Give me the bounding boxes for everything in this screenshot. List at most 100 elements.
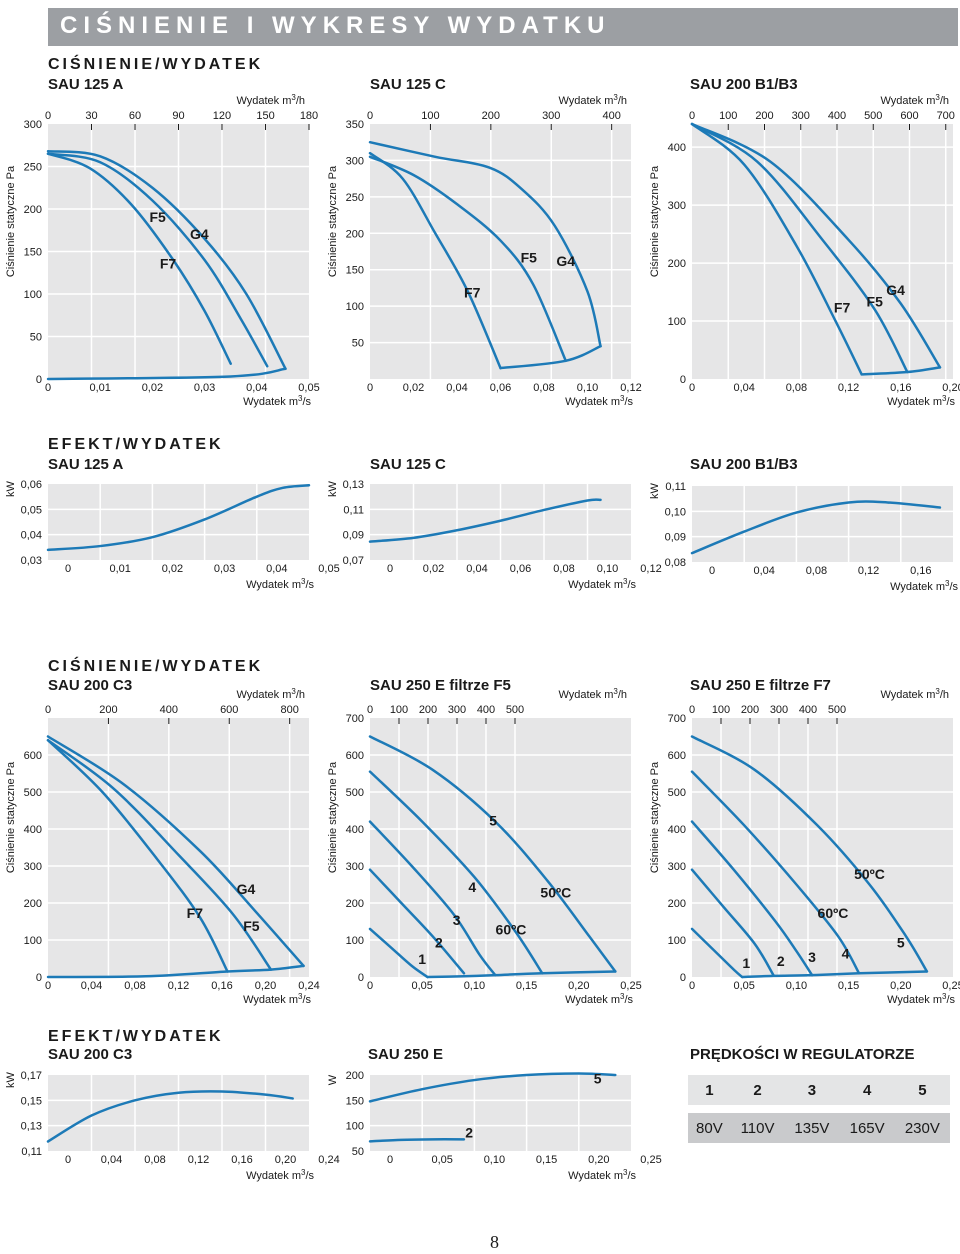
x-tick-label: 0 (709, 565, 715, 577)
speed-level: 5 (894, 1075, 950, 1105)
series-line-p2-f5 (368, 155, 567, 363)
curve-annotation: 2 (777, 953, 785, 969)
y-axis-label: kW (5, 1071, 17, 1088)
series-line-p5-5 (368, 735, 617, 973)
curve-annotation: 50ºC (854, 866, 885, 882)
y-tick-label: 600 (668, 750, 686, 762)
series-line-p5-4 (368, 770, 544, 975)
x-tick-label: 0,05 (298, 382, 319, 394)
x2-tick-label: 400 (828, 110, 846, 122)
x2-tick-label: 100 (712, 704, 730, 716)
x-tick-label: 0,25 (620, 980, 641, 992)
y-tick-label: 200 (346, 898, 364, 910)
y-axis-label: Ciśnienie statyczne Pa (5, 761, 17, 873)
y-tick-label: 0 (36, 972, 42, 984)
x-tick-label: 0 (65, 1154, 71, 1166)
x-tick-label: 0,10 (484, 1154, 505, 1166)
x-tick-label: 0,04 (246, 382, 267, 394)
x-axis-label: Wydatek m3/s (887, 394, 955, 408)
curve-annotation: F7 (187, 905, 204, 921)
x-tick-label: 0,12 (620, 382, 641, 394)
x2-tick-label: 100 (421, 110, 439, 122)
x-axis-label: Wydatek m3/s (568, 1168, 636, 1182)
y-tick-label: 0,15 (21, 1095, 42, 1107)
curve-annotation: F5 (521, 249, 538, 265)
y-axis-label: Ciśnienie statyczne Pa (327, 761, 339, 873)
section-power-1: EFEKT/WYDATEK (48, 436, 224, 453)
x2-tick-label: 30 (85, 110, 97, 122)
chart-title-e2: SAU 125 C (370, 456, 446, 473)
page-number: 8 (490, 1232, 499, 1252)
series-line-p2-system (499, 344, 602, 370)
section-pressure-2: CIŚNIENIE/WYDATEK (48, 658, 264, 675)
y-axis-label: kW (327, 480, 339, 497)
x-tick-label: 0,03 (194, 382, 215, 394)
x-tick-label: 0,04 (466, 563, 487, 575)
y-tick-label: 50 (352, 338, 364, 350)
y-tick-label: 600 (346, 750, 364, 762)
y-tick-label: 0,06 (21, 479, 42, 491)
x-tick-label: 0,20 (890, 980, 911, 992)
x2-tick-label: 200 (99, 704, 117, 716)
y-tick-label: 350 (346, 119, 364, 131)
chart-title-e3: SAU 200 B1/B3 (690, 456, 798, 473)
chart-title-e1: SAU 125 A (48, 456, 124, 473)
curve-annotation: G4 (886, 282, 905, 298)
x-tick-label: 0,08 (533, 382, 554, 394)
x2-tick-label: 150 (256, 110, 274, 122)
x2-tick-label: 0 (689, 110, 695, 122)
x-tick-label: 0,08 (553, 563, 574, 575)
x2-tick-label: 120 (213, 110, 231, 122)
speed-voltage: 110V (730, 1113, 785, 1143)
series-line-p5-1 (368, 927, 429, 979)
x2-tick-label: 0 (45, 704, 51, 716)
curve-annotation: 3 (453, 912, 461, 928)
y-tick-label: 100 (346, 301, 364, 313)
x-tick-label: 0,08 (144, 1154, 165, 1166)
y-tick-label: 700 (668, 713, 686, 725)
y-tick-label: 50 (30, 332, 42, 344)
x-tick-label: 0,15 (536, 1154, 557, 1166)
y-tick-label: 100 (668, 935, 686, 947)
x2-axis-label: Wydatek m3/h (236, 93, 305, 107)
y-tick-label: 400 (346, 824, 364, 836)
x2-tick-label: 300 (542, 110, 560, 122)
y-tick-label: 0 (680, 972, 686, 984)
y-tick-label: 100 (24, 289, 42, 301)
x-tick-label: 0 (367, 382, 373, 394)
y-tick-label: 200 (668, 898, 686, 910)
curve-annotation: 2 (465, 1124, 473, 1140)
x-tick-label: 0,12 (640, 563, 661, 575)
chart-title-p2: SAU 125 C (370, 76, 446, 93)
x2-tick-label: 400 (477, 704, 495, 716)
chart-title-p3: SAU 200 B1/B3 (690, 76, 798, 93)
x-axis-label: Wydatek m3/s (246, 577, 314, 591)
x-tick-label: 0,20 (568, 980, 589, 992)
x2-tick-label: 400 (160, 704, 178, 716)
y-tick-label: 0 (358, 972, 364, 984)
x2-tick-label: 100 (390, 704, 408, 716)
y-tick-label: 0,09 (665, 532, 686, 544)
x-tick-label: 0 (65, 563, 71, 575)
x-axis-label: Wydatek m3/s (887, 992, 955, 1006)
x-tick-label: 0,02 (403, 382, 424, 394)
curve-annotation: G4 (556, 253, 575, 269)
plot-area-p3 (692, 124, 953, 379)
x-tick-label: 0,04 (753, 565, 774, 577)
x-tick-label: 0,04 (81, 980, 102, 992)
y-axis-label: W (327, 1074, 339, 1085)
y-tick-label: 100 (346, 1121, 364, 1133)
y-axis-label: Ciśnienie statyczne Pa (649, 761, 661, 873)
y-tick-label: 200 (668, 258, 686, 270)
plot-area-e3 (692, 486, 953, 562)
y-tick-label: 500 (346, 787, 364, 799)
x-tick-label: 0,05 (411, 980, 432, 992)
x-tick-label: 0 (45, 382, 51, 394)
x-tick-label: 0,20 (588, 1154, 609, 1166)
curve-annotation: F5 (867, 294, 884, 310)
y-tick-label: 0,03 (21, 555, 42, 567)
y-tick-label: 200 (24, 898, 42, 910)
x-tick-label: 0,06 (490, 382, 511, 394)
y-axis-label: Ciśnienie statyczne Pa (649, 165, 661, 277)
